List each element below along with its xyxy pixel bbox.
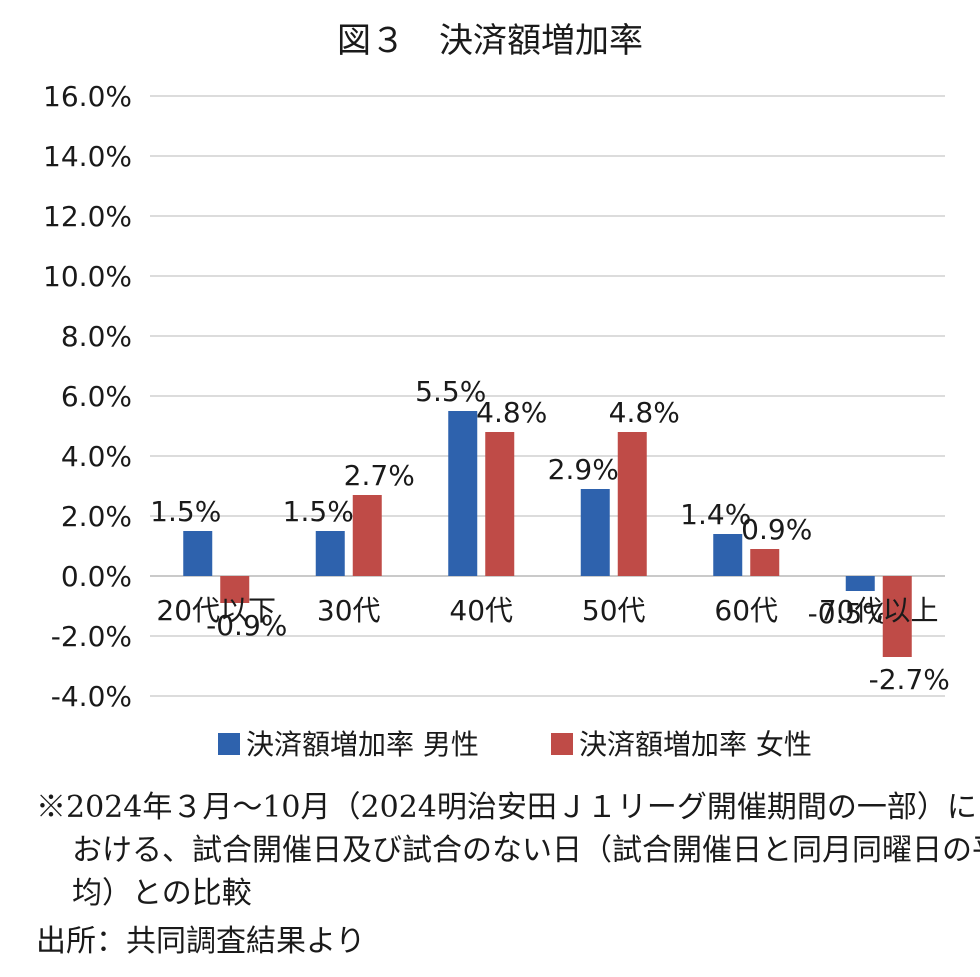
legend-swatch [218, 733, 240, 755]
bar [617, 432, 647, 576]
gridlines [150, 95, 945, 697]
y-tick-label: 14.0% [43, 140, 132, 173]
bar [750, 549, 780, 576]
bars: 1.5%-0.9%1.5%2.7%5.5%4.8%2.9%4.8%1.4%0.9… [150, 375, 950, 696]
x-category-label: 30代 [317, 594, 381, 627]
x-category-label: 70代以上 [819, 594, 939, 627]
data-label: 1.4% [680, 498, 751, 531]
legend-swatch [551, 733, 573, 755]
source-note: 出所：共同調査結果より [36, 924, 366, 959]
bar [485, 432, 515, 576]
bar [315, 531, 345, 576]
y-axis-ticks: 16.0% 14.0% 12.0% 10.0% 8.0% 6.0% 4.0% 2.0% 0.0%… [43, 80, 132, 713]
data-label: 4.8% [476, 396, 547, 429]
x-category-label: 20代以下 [156, 594, 276, 627]
x-category-label: 40代 [449, 594, 513, 627]
bar-chart: 図３ 決済額増加率 16.0% 14.0% 12.0% 10.0% 8.0% 6.0% 4.… [43, 21, 950, 761]
data-label: 5.5% [415, 375, 486, 408]
y-tick-label: 8.0% [61, 320, 132, 353]
data-label: 2.9% [548, 453, 619, 486]
bar [845, 576, 875, 591]
y-tick-label: 6.0% [61, 380, 132, 413]
x-category-label: 50代 [582, 594, 646, 627]
data-label: 1.5% [283, 495, 354, 528]
bar [183, 531, 213, 576]
bar [448, 411, 478, 576]
y-tick-label: 0.0% [61, 560, 132, 593]
legend-label: 決済額増加率 男性 [246, 728, 479, 761]
y-tick-label: 10.0% [43, 260, 132, 293]
legend-label: 決済額増加率 女性 [579, 728, 812, 761]
data-label: 2.7% [344, 459, 415, 492]
legend: 決済額増加率 男性 決済額増加率 女性 [218, 728, 812, 761]
data-label: 0.9% [741, 513, 812, 546]
data-label: 4.8% [609, 396, 680, 429]
y-tick-label: 2.0% [61, 500, 132, 533]
footnote: ※2024年３月～10月（2024明治安田Ｊ１リーグ開催期間の一部）における、試… [36, 790, 980, 911]
x-category-label: 60代 [714, 594, 778, 627]
y-tick-label: 16.0% [43, 80, 132, 113]
bar [713, 534, 743, 576]
y-tick-label: 4.0% [61, 440, 132, 473]
data-label: -0.9% [206, 609, 287, 642]
data-label: -2.7% [869, 663, 950, 696]
bar [882, 576, 912, 657]
bar [580, 489, 610, 576]
data-label: -0.5% [808, 597, 889, 630]
data-label: 1.5% [150, 495, 221, 528]
bar [352, 495, 382, 576]
bar [220, 576, 250, 603]
chart-title: 図３ 決済額増加率 [337, 21, 643, 61]
y-tick-label: -4.0% [51, 680, 132, 713]
y-tick-label: 12.0% [43, 200, 132, 233]
x-axis-labels: 20代以下 30代 40代 50代 60代 70代以上 [156, 594, 938, 627]
y-tick-label: -2.0% [51, 620, 132, 653]
